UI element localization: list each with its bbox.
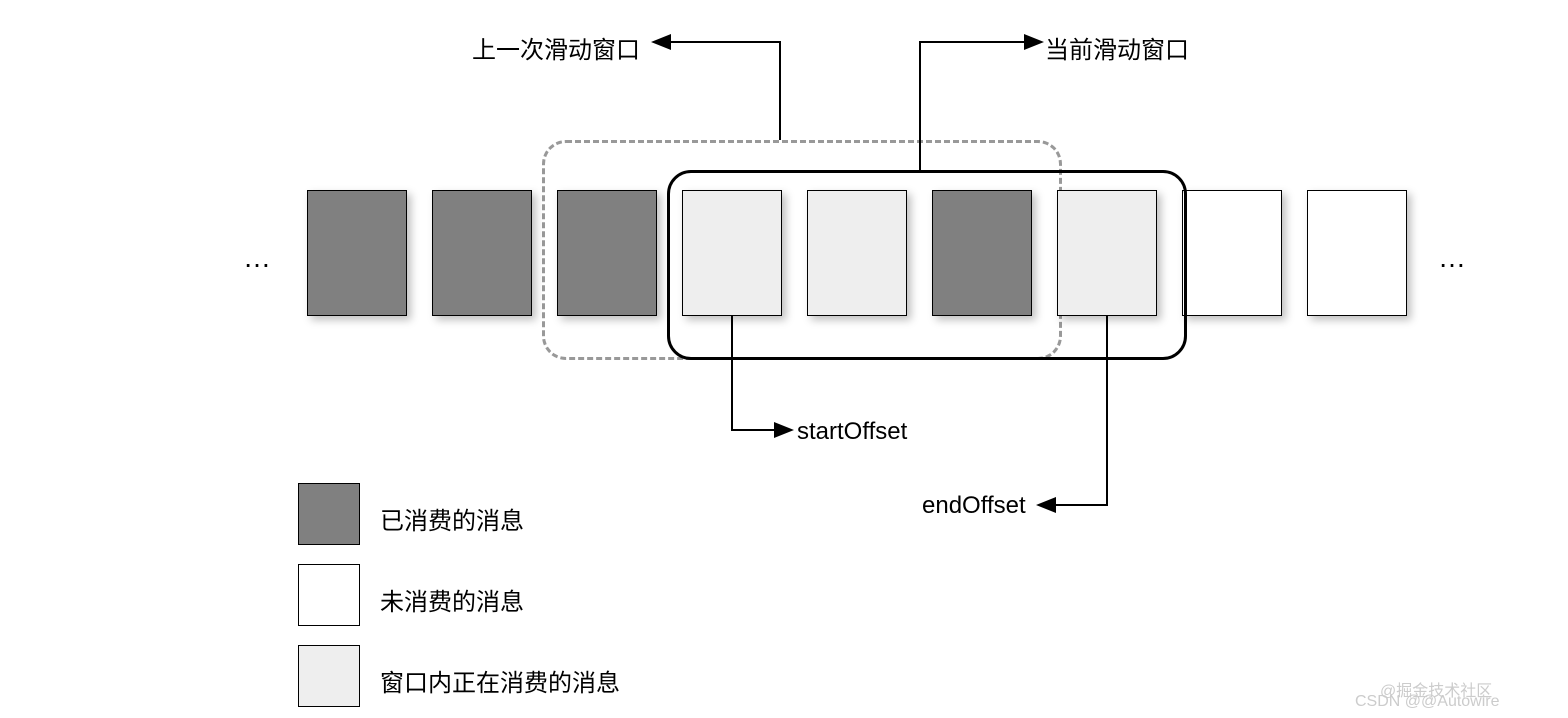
legend-label: 未消费的消息	[380, 582, 524, 617]
label-start-offset: startOffset	[797, 418, 907, 446]
current-window-frame	[667, 170, 1187, 360]
label-end-offset: endOffset	[922, 492, 1026, 520]
diagram-canvas: … … 上一次滑动窗口 当前滑动窗口 startOffset endOffset…	[0, 0, 1568, 718]
message-block	[1307, 190, 1407, 316]
ellipsis-left: …	[243, 242, 271, 274]
message-block	[557, 190, 657, 316]
legend-swatch	[298, 645, 360, 707]
label-prev-window: 上一次滑动窗口	[472, 30, 640, 65]
legend-label: 窗口内正在消费的消息	[380, 663, 620, 698]
message-block	[432, 190, 532, 316]
message-block	[307, 190, 407, 316]
watermark-2: CSDN @@Autowire	[1355, 693, 1500, 711]
ellipsis-right: …	[1438, 242, 1466, 274]
legend-swatch	[298, 564, 360, 626]
message-block	[1182, 190, 1282, 316]
legend-label: 已消费的消息	[380, 501, 524, 536]
legend-swatch	[298, 483, 360, 545]
label-current-window: 当前滑动窗口	[1045, 30, 1189, 65]
